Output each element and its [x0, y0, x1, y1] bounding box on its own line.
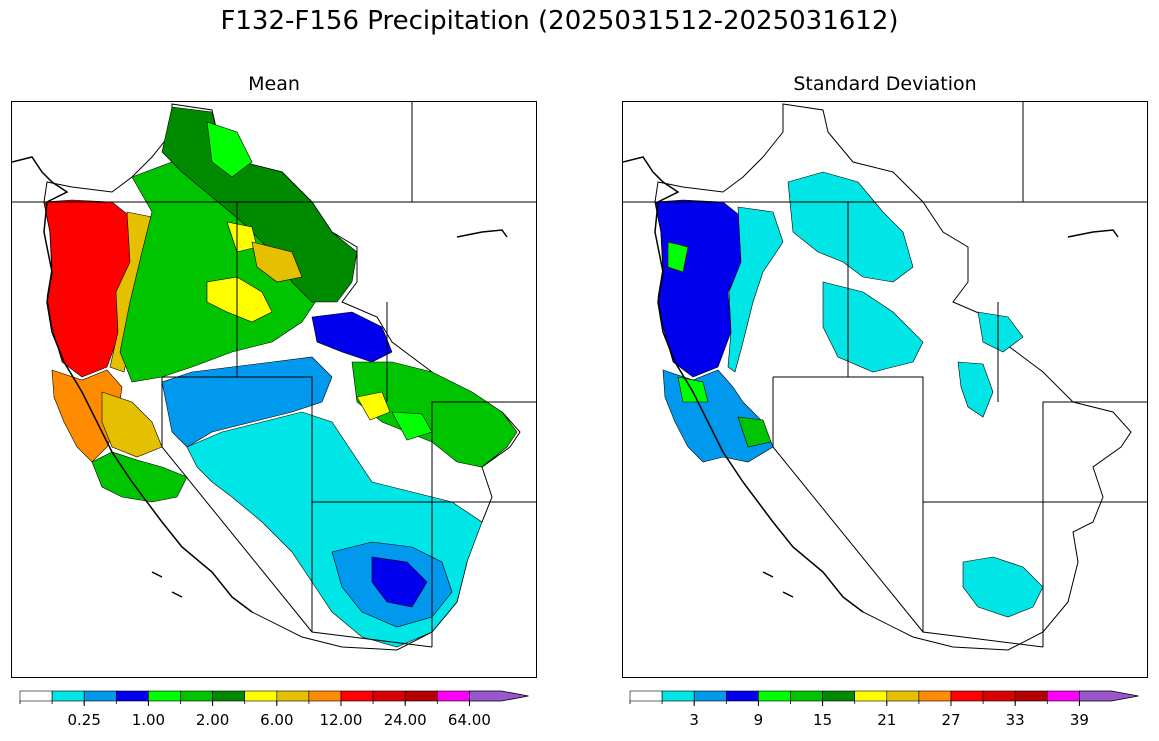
mean-colorbar-tick-label: 6.00 — [260, 711, 293, 729]
stddev-colorbar-swatch — [693, 690, 727, 702]
state-borders — [12, 102, 536, 648]
mean-colorbar-extend-arrow — [468, 690, 529, 702]
mean-colorbar: 0.25 1.00 2.00 6.00 12.00 24.00 64.00 — [19, 688, 530, 740]
mean-region-great-falls — [206, 121, 253, 178]
mean-region-colorado-rockies — [351, 361, 518, 468]
stddev-colorbar-swatch — [726, 690, 759, 702]
stddev-colorbar-tick-label: 3 — [689, 711, 699, 729]
sd-region-interior-northwest — [727, 206, 784, 373]
mean-region-idaho-gold — [251, 241, 303, 283]
stddev-colorbar-swatch — [1046, 690, 1080, 702]
sd-region-new-mexico — [962, 556, 1044, 618]
state-borders — [623, 102, 1147, 648]
mean-colorbar-swatch — [372, 690, 406, 702]
mean-colorbar-swatch — [19, 690, 53, 702]
stddev-colorbar-swatch — [854, 690, 888, 702]
stddev-colorbar-swatch — [982, 690, 1016, 702]
stddev-colorbar-tick-label: 39 — [1070, 711, 1089, 729]
stddev-colorbar-tick-label: 21 — [877, 711, 896, 729]
sd-region-coast-green-2 — [677, 376, 709, 403]
mean-colorbar-swatch — [116, 690, 149, 702]
mean-colorbar-swatch — [212, 690, 246, 702]
mean-colorbar-swatch — [340, 690, 374, 702]
mean-colorbar-swatch — [276, 690, 310, 702]
sd-region-coast-north — [654, 199, 749, 378]
stddev-colorbar-swatch — [950, 690, 984, 702]
mean-region-utah-colorado — [311, 311, 393, 363]
mean-region-idaho-peaks — [206, 276, 273, 323]
mean-colorbar-tick-label: 0.25 — [67, 711, 100, 729]
mean-region-cascades-south — [101, 391, 163, 458]
sd-region-coast-green — [667, 241, 689, 273]
sd-region-shasta-green — [737, 416, 772, 448]
stddev-colorbar-swatch — [758, 690, 791, 702]
coastline — [623, 156, 864, 613]
sd-region-utah-wasatch — [957, 361, 994, 418]
lake-outline — [762, 229, 1119, 598]
mean-colorbar-swatch — [404, 690, 438, 702]
figure-title: F132-F156 Precipitation (2025031512-2025… — [220, 6, 899, 36]
mean-colorbar-swatch — [244, 690, 278, 702]
stddev-colorbar-tick-label: 15 — [813, 711, 832, 729]
mean-region-coast-north — [43, 199, 138, 378]
mean-colorbar-tick-label: 12.00 — [320, 711, 363, 729]
mean-colorbar-tick-label: 2.00 — [196, 711, 229, 729]
lake-outline — [151, 229, 508, 598]
mean-region-new-mexico-core — [371, 556, 428, 608]
stddev-colorbar-extend-arrow — [1078, 690, 1139, 702]
mean-colorbar-swatch — [308, 690, 342, 702]
mean-colorbar-svg: 0.25 1.00 2.00 6.00 12.00 24.00 64.00 — [19, 690, 529, 729]
stddev-colorbar-tick-label: 33 — [1006, 711, 1025, 729]
mean-region-wasatch-yellow — [356, 391, 391, 421]
mean-colorbar-swatch — [83, 690, 117, 702]
mean-colorbar-swatch — [436, 690, 470, 702]
mean-panel-title: Mean — [248, 73, 300, 95]
stddev-colorbar-swatch — [1014, 690, 1048, 702]
stddev-colorbar-swatch — [822, 690, 856, 702]
mean-map-svg — [12, 102, 536, 651]
mean-map[interactable] — [11, 101, 537, 678]
stddev-colorbar-swatch — [886, 690, 920, 702]
stddev-colorbar: 3 9 15 21 27 33 39 — [629, 688, 1140, 740]
stddev-map[interactable] — [622, 101, 1148, 678]
mean-colorbar-swatch — [148, 690, 181, 702]
stddev-map-svg — [623, 102, 1147, 651]
mean-colorbar-tick-label: 64.00 — [448, 711, 491, 729]
stddev-colorbar-swatch — [918, 690, 952, 702]
stddev-colorbar-swatch — [790, 690, 823, 702]
mean-colorbar-swatch — [51, 690, 85, 702]
stddev-colorbar-swatch — [661, 690, 695, 702]
stddev-colorbar-tick-label: 9 — [754, 711, 764, 729]
mean-region-california-green — [91, 451, 188, 503]
mean-colorbar-tick-label: 24.00 — [384, 711, 427, 729]
sd-region-wyoming-cyan — [977, 311, 1024, 353]
sd-region-northern-rockies — [787, 171, 914, 283]
stddev-colorbar-swatch — [629, 690, 663, 702]
stddev-panel-title: Standard Deviation — [793, 73, 977, 95]
mean-colorbar-tick-label: 1.00 — [132, 711, 165, 729]
stddev-colorbar-svg: 3 9 15 21 27 33 39 — [629, 690, 1139, 729]
coastline — [12, 156, 253, 613]
stddev-colorbar-tick-label: 27 — [941, 711, 960, 729]
mean-colorbar-swatch — [180, 690, 213, 702]
